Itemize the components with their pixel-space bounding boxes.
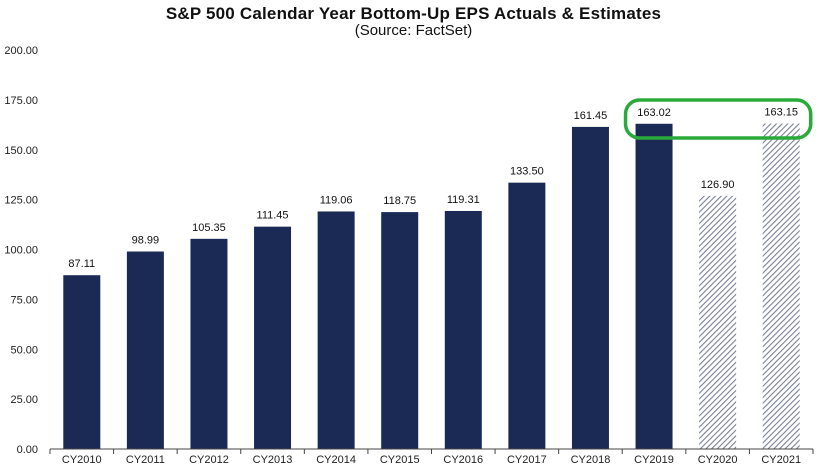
x-tick-label: CY2010	[62, 454, 102, 464]
y-tick-label: 50.00	[10, 344, 38, 356]
x-tick-label: CY2017	[507, 454, 547, 464]
bar-value-label: 119.06	[320, 194, 353, 206]
bar-actual	[571, 126, 609, 449]
x-tick-label: CY2011	[126, 454, 165, 464]
bar-value-label: 126.90	[701, 179, 735, 191]
bar-value-label: 105.35	[192, 222, 226, 234]
y-tick-label: 125.00	[4, 195, 38, 207]
y-tick-label: 175.00	[4, 95, 38, 107]
highlight-group	[623, 98, 813, 140]
x-tick-label: CY2021	[761, 454, 801, 464]
bar-actual	[63, 275, 101, 449]
bar-value-label: 163.15	[764, 107, 798, 119]
bar-value-label: 163.02	[637, 107, 671, 119]
bar-actual	[126, 251, 164, 449]
bar-actual	[381, 212, 419, 449]
bar-actual	[254, 226, 292, 449]
bar-value-label: 111.45	[257, 210, 289, 222]
y-tick-label: 0.00	[17, 444, 38, 456]
bar-actual	[635, 123, 673, 450]
y-tick-label: 100.00	[4, 245, 38, 257]
bar-value-label: 133.50	[510, 166, 544, 178]
y-tick-label: 75.00	[10, 294, 38, 306]
bar-estimate	[762, 123, 800, 449]
highlight-oval	[623, 98, 813, 140]
x-tick-label: CY2015	[380, 454, 420, 464]
bar-actual	[508, 182, 546, 450]
x-tick-label: CY2016	[443, 454, 483, 464]
bar-value-label: 87.11	[68, 258, 95, 270]
x-tick-label: CY2013	[253, 454, 293, 464]
chart-title: S&P 500 Calendar Year Bottom-Up EPS Actu…	[165, 4, 662, 23]
bar-estimate	[699, 195, 737, 449]
bar-value-label: 98.99	[132, 235, 160, 247]
chart-subtitle: (Source: FactSet)	[354, 22, 473, 39]
x-axis: CY2010 CY2011 CY2012 CY2013 CY2014 CY2015 CY20…	[49, 448, 814, 464]
x-tick-label: CY2014	[316, 454, 356, 464]
y-tick-label: 25.00	[10, 394, 38, 406]
y-axis: 0.00 25.00 50.00 75.00 100.00 125.00 150.00 175…	[4, 45, 38, 456]
y-tick-label: 150.00	[4, 145, 38, 157]
bar-actual	[317, 211, 355, 449]
x-tick-label: CY2019	[634, 454, 674, 464]
x-tick-label: CY2020	[698, 454, 738, 464]
x-tick-label: CY2012	[189, 454, 229, 464]
x-tick-label: CY2018	[571, 454, 611, 464]
bar-actual	[444, 210, 482, 449]
bar-value-label: 119.31	[447, 194, 480, 206]
bars-group: 87.11 98.99 105.35 111.45 119.06 118.75 119.31…	[63, 107, 800, 450]
bar-value-label: 161.45	[574, 110, 608, 122]
bar-value-label: 118.75	[383, 195, 416, 207]
bar-actual	[190, 238, 228, 449]
y-tick-label: 200.00	[4, 45, 38, 57]
